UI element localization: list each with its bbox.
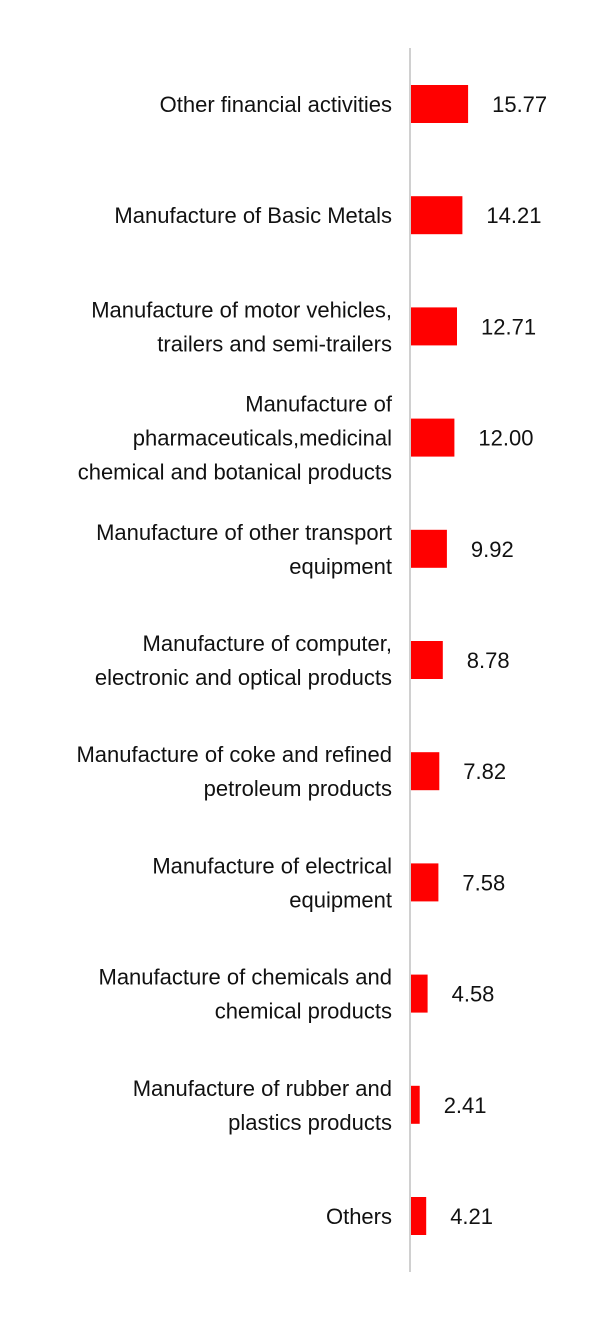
category-label-line: Manufacture of bbox=[245, 392, 393, 417]
category-label-line: Other financial activities bbox=[160, 92, 392, 117]
category-label-8: Manufacture of chemicals and chemical pro… bbox=[99, 965, 393, 1024]
bar-1 bbox=[411, 196, 463, 235]
bar-7 bbox=[411, 863, 439, 902]
bar-4 bbox=[411, 529, 447, 568]
value-labels-layer: 15.77 14.21 12.71 12.00 9.92 8.78 7.82 7.58 4.58… bbox=[444, 92, 547, 1229]
category-label-line: Manufacture of computer, bbox=[143, 631, 392, 656]
category-labels-layer: Other financial activities Manufacture of… bbox=[76, 92, 392, 1229]
category-label-9: Manufacture of rubber and plastics produc… bbox=[133, 1076, 392, 1135]
bar-9 bbox=[411, 1085, 420, 1124]
category-label-line: petroleum products bbox=[204, 776, 392, 801]
bar-5 bbox=[411, 641, 443, 679]
category-label-line: Manufacture of chemicals and bbox=[99, 965, 393, 990]
value-label-2: 12.71 bbox=[481, 314, 536, 339]
value-label-5: 8.78 bbox=[467, 648, 510, 673]
category-label-4: Manufacture of other transport equipment bbox=[96, 520, 392, 579]
value-label-9: 2.41 bbox=[444, 1093, 487, 1118]
bar-8 bbox=[411, 974, 428, 1013]
category-label-10: Others bbox=[326, 1204, 392, 1229]
category-label-line: pharmaceuticals,medicinal bbox=[133, 426, 392, 451]
category-label-line: equipment bbox=[289, 887, 392, 912]
category-label-line: Manufacture of motor vehicles, bbox=[91, 297, 392, 322]
category-label-line: chemical products bbox=[215, 999, 392, 1024]
bar-3 bbox=[411, 418, 455, 457]
category-label-line: electronic and optical products bbox=[95, 665, 392, 690]
value-label-7: 7.58 bbox=[462, 870, 505, 895]
category-label-line: trailers and semi-trailers bbox=[157, 331, 392, 356]
category-label-line: Manufacture of electrical bbox=[152, 853, 392, 878]
bars-layer bbox=[411, 85, 469, 1235]
category-label-line: chemical and botanical products bbox=[78, 460, 392, 485]
value-label-3: 12.00 bbox=[478, 426, 533, 451]
value-label-8: 4.58 bbox=[452, 982, 495, 1007]
category-label-2: Manufacture of motor vehicles, trailers a… bbox=[91, 297, 392, 356]
category-label-1: Manufacture of Basic Metals bbox=[114, 203, 392, 228]
category-label-line: Manufacture of Basic Metals bbox=[114, 203, 392, 228]
category-label-line: Others bbox=[326, 1204, 392, 1229]
category-label-0: Other financial activities bbox=[160, 92, 392, 117]
value-label-0: 15.77 bbox=[492, 92, 547, 117]
bar-6 bbox=[411, 752, 440, 791]
value-label-4: 9.92 bbox=[471, 537, 514, 562]
category-label-line: Manufacture of coke and refined bbox=[76, 742, 392, 767]
category-label-7: Manufacture of electrical equipment bbox=[152, 853, 392, 912]
category-label-line: plastics products bbox=[228, 1110, 392, 1135]
category-label-line: Manufacture of rubber and bbox=[133, 1076, 392, 1101]
bar-0 bbox=[411, 85, 469, 123]
bar-2 bbox=[411, 307, 457, 346]
value-label-10: 4.21 bbox=[450, 1204, 493, 1229]
category-label-6: Manufacture of coke and refined petroleum… bbox=[76, 742, 392, 801]
category-label-line: equipment bbox=[289, 554, 392, 579]
value-label-1: 14.21 bbox=[486, 203, 541, 228]
category-label-line: Manufacture of other transport bbox=[96, 520, 392, 545]
category-label-5: Manufacture of computer, electronic and o… bbox=[95, 631, 392, 690]
value-label-6: 7.82 bbox=[463, 759, 506, 784]
category-label-3: Manufacture of pharmaceuticals,medicinal c… bbox=[78, 392, 393, 485]
bar-10 bbox=[411, 1197, 427, 1235]
